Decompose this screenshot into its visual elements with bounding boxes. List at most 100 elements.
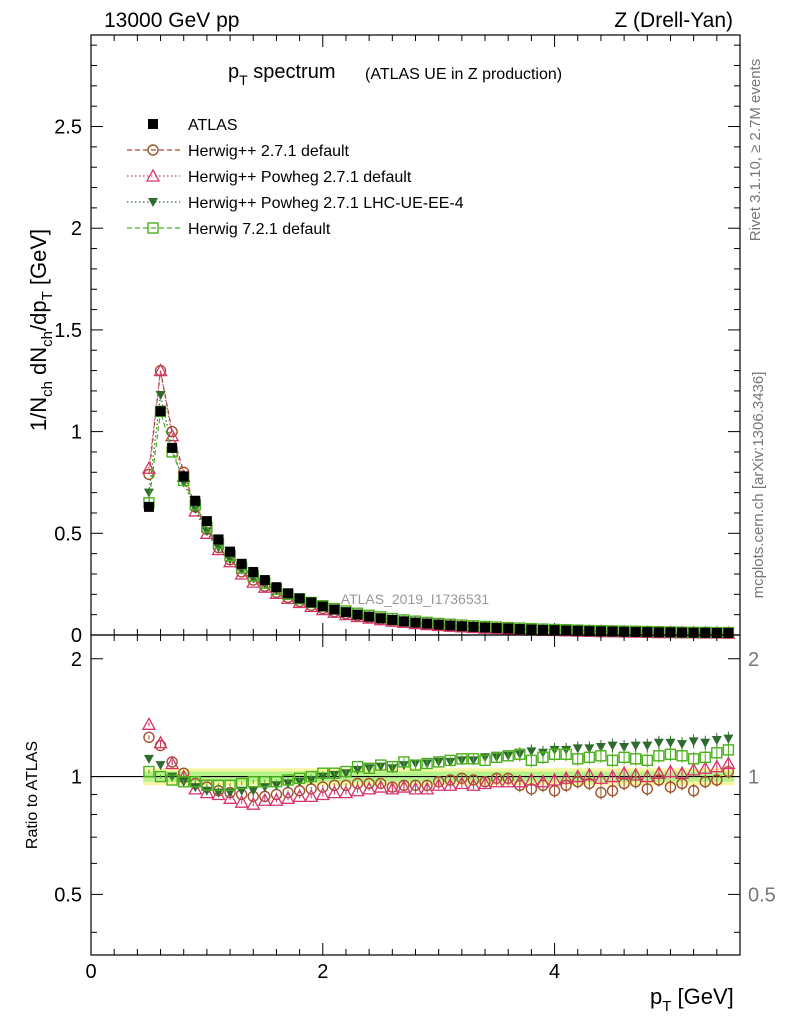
legend-item: Herwig 7.2.1 default (127, 221, 331, 238)
y-tick-label: 2 (71, 218, 82, 240)
data-point (491, 623, 502, 634)
ratio-point (698, 760, 713, 774)
ratio-point (398, 756, 410, 768)
data-point (665, 627, 676, 638)
ratio-point (687, 785, 700, 797)
data-point (445, 620, 456, 631)
y-tick-label: 0.5 (54, 523, 82, 545)
y-tick-label: 1.5 (54, 320, 82, 342)
ratio-point (328, 779, 341, 791)
ratio-point (211, 787, 226, 801)
ratio-point (630, 741, 641, 751)
ratio-point (315, 787, 330, 801)
ratio-point (721, 756, 736, 770)
ratio-point (700, 738, 711, 748)
data-point (572, 625, 583, 636)
data-point (317, 601, 328, 612)
data-point (561, 625, 572, 636)
ratio-point (201, 786, 212, 796)
data-point (422, 618, 433, 629)
data-point (259, 575, 270, 586)
data-point (340, 607, 351, 618)
data-point (294, 593, 305, 604)
ratio-point (143, 731, 155, 743)
ratio-point (178, 776, 190, 788)
ratio-y-tick-labels: 0.5 1 2 (54, 649, 82, 907)
data-point (213, 534, 224, 545)
ratio-point (328, 767, 341, 779)
ratio-y-tick-label: 1 (71, 767, 82, 789)
header-left: 13000 GeV pp (104, 9, 239, 32)
data-point (480, 622, 491, 633)
ratio-point (711, 774, 723, 786)
ratio-point (605, 769, 620, 783)
ratio-panel: 0.5 1 2 0.5 1 2 0 2 4 (54, 634, 776, 983)
ratio-point (640, 769, 655, 783)
data-point (642, 627, 653, 638)
chart-subtitle: (ATLAS UE in Z production) (365, 66, 562, 83)
ratio-point (723, 734, 734, 744)
ratio-point (490, 751, 503, 764)
data-point (688, 627, 699, 638)
ratio-y-tick-label: 2 (71, 649, 82, 671)
data-point (503, 623, 514, 634)
top-y-axis-label: 1/Nch dNch/dpT [GeV] (26, 229, 56, 431)
ratio-point (212, 779, 225, 791)
ratio-point (688, 737, 699, 747)
data-point (410, 617, 421, 628)
data-point (537, 624, 548, 635)
data-point (456, 621, 467, 632)
y-tick-label: 0 (71, 625, 82, 647)
data-point (155, 391, 166, 400)
ratio-point (593, 770, 609, 784)
y-tick-label: 2.5 (54, 117, 82, 139)
data-point (711, 627, 722, 638)
ratio-point (467, 753, 480, 765)
ratio-point (526, 747, 537, 757)
ratio-point (340, 779, 352, 791)
ratio-point (642, 741, 653, 751)
ratio-point (641, 783, 653, 795)
ratio-point (537, 751, 549, 764)
ratio-point (572, 744, 583, 754)
header-right: Z (Drell-Yan) (614, 9, 733, 32)
side-mcplots-label: mcplots.cern.ch [arXiv:1306.3436] (750, 372, 767, 599)
data-point (514, 624, 525, 635)
data-point (352, 609, 363, 620)
ratio-point (687, 753, 700, 765)
ratio-point (190, 783, 201, 793)
top-panel-ticks (90, 35, 740, 636)
side-rivet-label: Rivet 3.1.10, ≥ 2.7M events (747, 59, 764, 242)
legend-label: ATLAS (188, 117, 238, 134)
data-point (143, 488, 154, 498)
legend-marker (147, 222, 159, 234)
data-point (178, 471, 189, 482)
ratio-point (350, 783, 365, 797)
ratio-point (618, 751, 630, 764)
data-point (723, 627, 734, 638)
ratio-point (304, 789, 319, 803)
data-point (375, 613, 386, 624)
ratio-point (385, 781, 400, 795)
ratio-point (502, 750, 514, 762)
ratio-point (619, 743, 630, 752)
ratio-point (247, 776, 259, 788)
ratio-point (305, 770, 317, 783)
ratio-point (351, 760, 364, 773)
ratio-point (340, 765, 352, 778)
ratio-point (628, 767, 643, 781)
ratio-point (222, 790, 238, 804)
data-point (153, 363, 168, 377)
data-point (387, 614, 398, 625)
ratio-point (317, 767, 329, 779)
ratio-point (329, 770, 340, 780)
ratio-point (188, 781, 203, 795)
series-atlas (143, 406, 734, 638)
ratio-point (259, 776, 271, 788)
svg-text:pT spectrum: pT spectrum (228, 61, 336, 88)
ratio-point (525, 754, 538, 767)
ratio-point (572, 753, 584, 765)
data-point (619, 626, 630, 637)
top-panel-series (141, 363, 736, 639)
ratio-point (317, 772, 328, 782)
